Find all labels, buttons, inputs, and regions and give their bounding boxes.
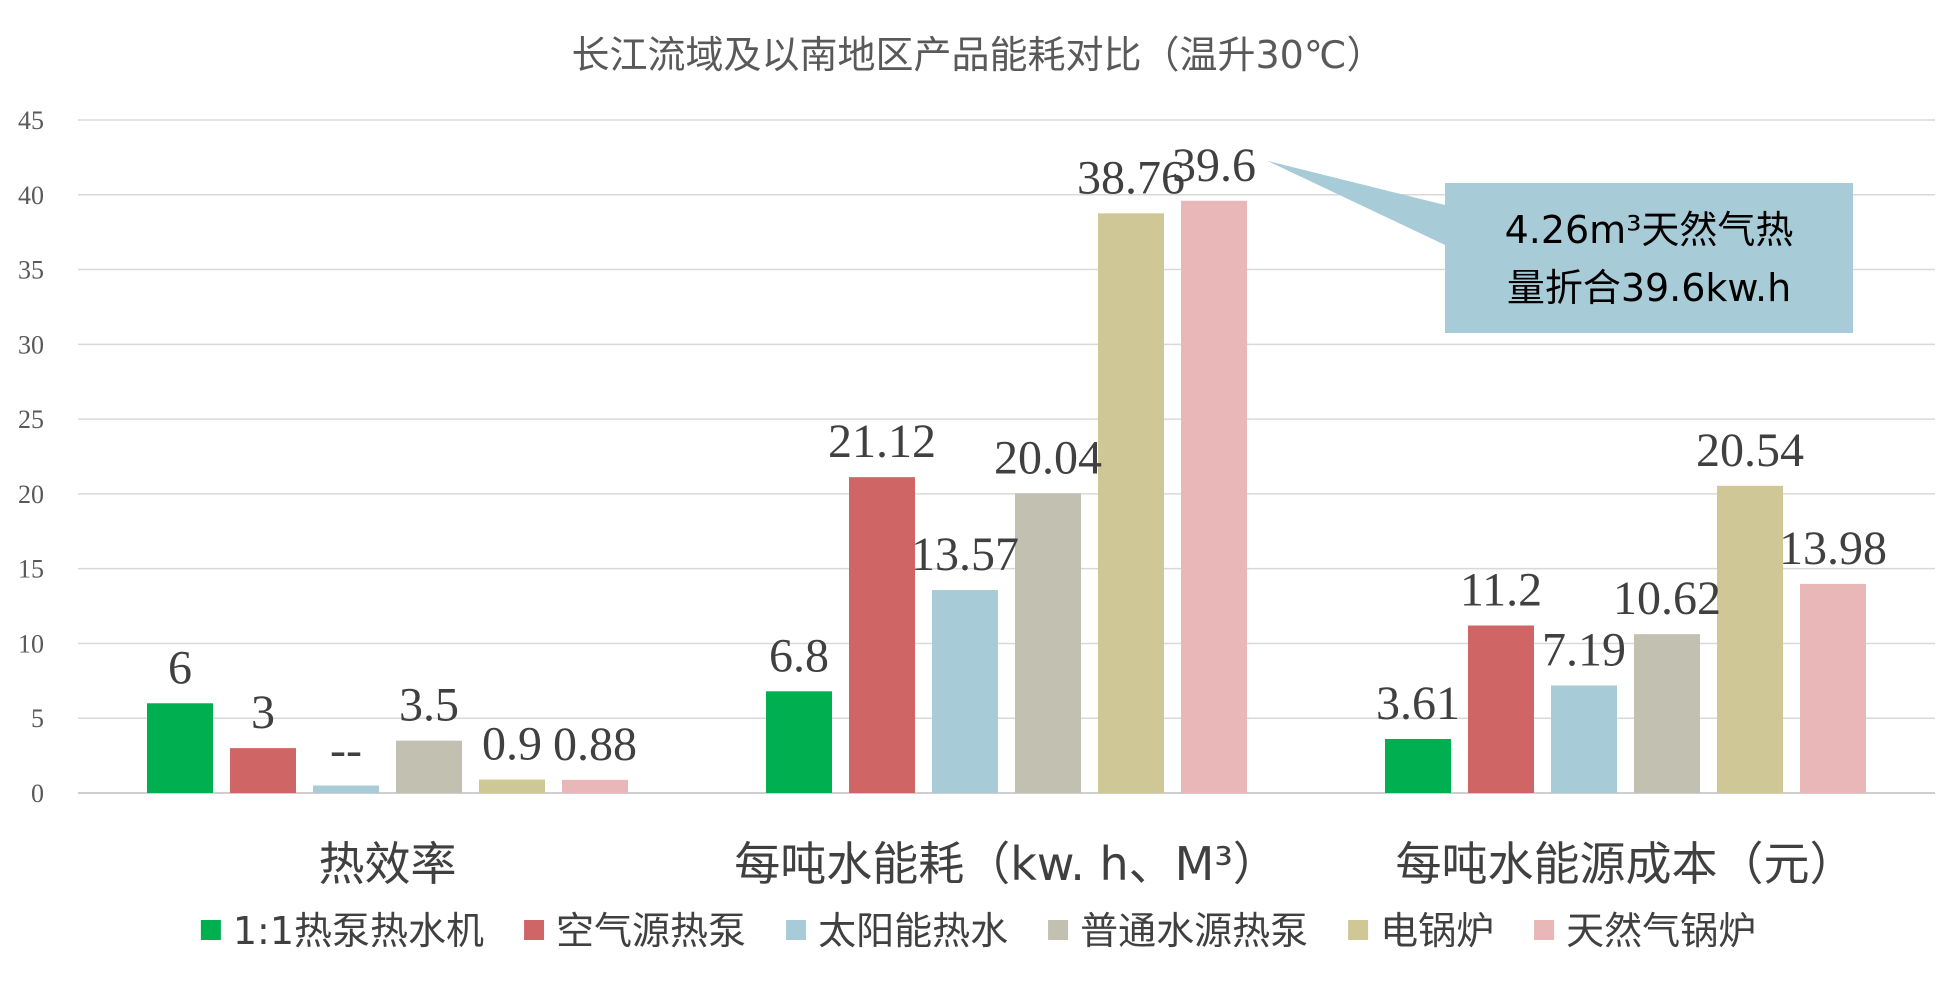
legend-label: 天然气锅炉 bbox=[1566, 909, 1756, 953]
legend-label: 电锅炉 bbox=[1380, 909, 1494, 953]
y-tick-label: 40 bbox=[18, 181, 44, 210]
bar-6-3 bbox=[1800, 583, 1866, 793]
bar-1-2 bbox=[766, 691, 832, 793]
bar-4-1 bbox=[396, 740, 462, 793]
data-label: 20.04 bbox=[994, 431, 1102, 484]
bar-2-2 bbox=[849, 477, 915, 793]
legend-swatch bbox=[1048, 920, 1069, 940]
legend-swatch bbox=[1348, 920, 1369, 940]
data-label: 13.57 bbox=[911, 528, 1019, 581]
data-label: 21.12 bbox=[828, 415, 936, 468]
data-label: 3 bbox=[251, 686, 275, 739]
legend: 1:1热泵热水机 空气源热泵 太阳能热水 普通水源热泵 电锅炉 天然气锅炉 bbox=[200, 909, 1756, 953]
callout-pointer bbox=[1267, 160, 1445, 245]
bar-3-1 bbox=[313, 785, 379, 793]
bar-4-2 bbox=[1015, 493, 1081, 793]
data-label: 6 bbox=[168, 641, 192, 694]
x-tick-label: 每吨水能耗（kw. h、M³） bbox=[734, 837, 1279, 891]
bar-1-1 bbox=[147, 703, 213, 793]
bar-1-3 bbox=[1385, 739, 1451, 793]
data-label: 6.8 bbox=[769, 629, 829, 682]
legend-label: 空气源热泵 bbox=[556, 909, 746, 953]
y-tick-label: 15 bbox=[18, 555, 44, 584]
data-label: 39.6 bbox=[1172, 139, 1256, 192]
legend-swatch bbox=[786, 920, 807, 940]
data-label: 38.76 bbox=[1077, 151, 1185, 204]
x-tick-label: 热效率 bbox=[319, 837, 457, 891]
bar-3-3 bbox=[1551, 685, 1617, 793]
y-tick-label: 10 bbox=[18, 629, 44, 658]
legend-label: 太阳能热水 bbox=[818, 909, 1008, 953]
bars-layer bbox=[147, 200, 1866, 794]
x-tick-label: 每吨水能源成本（元） bbox=[1396, 837, 1856, 891]
legend-label: 1:1热泵热水机 bbox=[233, 909, 484, 953]
legend-label: 普通水源热泵 bbox=[1080, 909, 1308, 953]
legend-swatch bbox=[1534, 920, 1555, 940]
bar-2-3 bbox=[1468, 625, 1534, 793]
y-tick-label: 0 bbox=[31, 779, 44, 808]
legend-swatch bbox=[524, 920, 545, 940]
bar-3-2 bbox=[932, 590, 998, 793]
bar-6-2 bbox=[1181, 200, 1247, 793]
bar-4-3 bbox=[1634, 634, 1700, 793]
y-tick-label: 20 bbox=[18, 480, 44, 509]
data-label: 3.61 bbox=[1376, 677, 1460, 730]
bar-5-1 bbox=[479, 779, 545, 793]
data-label: 0.9 bbox=[482, 718, 542, 771]
callout-box bbox=[1445, 183, 1853, 333]
data-label: 11.2 bbox=[1460, 563, 1542, 616]
data-label: -- bbox=[330, 724, 362, 777]
callout-text-line: 4.26m³天然气热 bbox=[1505, 208, 1794, 252]
data-label: 10.62 bbox=[1613, 572, 1721, 625]
bar-5-2 bbox=[1098, 213, 1164, 794]
bar-6-1 bbox=[562, 779, 628, 793]
y-tick-label: 25 bbox=[18, 405, 44, 434]
legend-swatch bbox=[200, 920, 221, 940]
data-label: 20.54 bbox=[1696, 424, 1804, 477]
y-tick-label: 45 bbox=[18, 106, 44, 135]
data-label: 7.19 bbox=[1542, 623, 1626, 676]
data-label: 0.88 bbox=[553, 718, 637, 771]
bar-2-1 bbox=[230, 748, 296, 793]
chart-title: 长江流域及以南地区产品能耗对比（温升30℃） bbox=[571, 33, 1384, 77]
callout-text-line: 量折合39.6kw.h bbox=[1507, 266, 1791, 310]
data-label: 13.98 bbox=[1779, 522, 1887, 575]
data-labels-layer: 6 3 -- 3.5 0.9 0.88 6.8 21.12 13.57 20.04 38.7639.… bbox=[168, 139, 1887, 777]
y-tick-label: 5 bbox=[31, 704, 44, 733]
y-tick-label: 30 bbox=[18, 330, 44, 359]
x-axis: 热效率 每吨水能耗（kw. h、M³） 每吨水能源成本（元） bbox=[319, 837, 1856, 891]
bar-5-3 bbox=[1717, 485, 1783, 793]
y-tick-label: 35 bbox=[18, 256, 44, 285]
data-label: 3.5 bbox=[399, 679, 459, 732]
